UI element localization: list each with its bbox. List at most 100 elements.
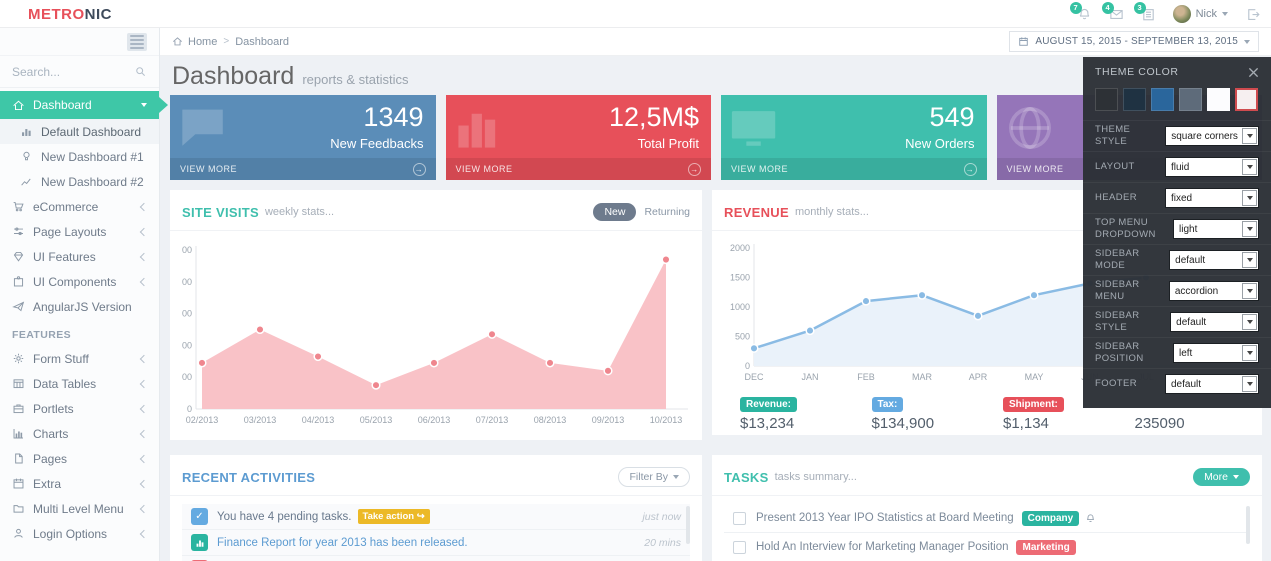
arrow-right-icon[interactable]: → <box>412 162 426 176</box>
sidebar-item-label: Default Dashboard <box>41 124 142 139</box>
messages-envelope-icon[interactable]: 4 <box>1101 1 1124 22</box>
logout-icon[interactable] <box>1245 7 1261 22</box>
date-range-picker[interactable]: AUGUST 15, 2015 - SEPTEMBER 13, 2015 <box>1009 31 1259 52</box>
tasks-list: Present 2013 Year IPO Statistics at Boar… <box>724 504 1250 561</box>
activity-text[interactable]: Finance Report for year 2013 has been re… <box>217 536 468 549</box>
color-swatch-white[interactable] <box>1207 88 1230 111</box>
view-more-link[interactable]: VIEW MORE <box>180 164 238 174</box>
home-icon <box>12 99 33 112</box>
bar-chart-icon <box>20 125 41 138</box>
sidebar-item-default-dashboard[interactable]: Default Dashboard <box>0 119 159 144</box>
returning-visitors-button[interactable]: Returning <box>644 206 690 218</box>
sidebar-item-label: UI Components <box>33 274 117 289</box>
tile-label: New Feedbacks <box>330 136 424 151</box>
list-item[interactable]: You have 5 pending membership that requi… <box>182 556 690 561</box>
arrow-right-icon[interactable]: → <box>688 162 701 176</box>
sidebar-item-label: New Dashboard #1 <box>41 149 144 164</box>
sidebar-mode-select[interactable]: default <box>1169 250 1259 270</box>
list-item[interactable]: ✓ You have 4 pending tasks. Take action … <box>182 504 690 530</box>
color-swatch-grey[interactable] <box>1179 88 1202 111</box>
svg-text:JAN: JAN <box>801 372 818 382</box>
sidebar-position-select[interactable]: left <box>1173 343 1259 363</box>
sidebar-item-pages[interactable]: Pages <box>0 446 159 471</box>
sidebar-item-login-options[interactable]: Login Options <box>0 521 159 546</box>
comment-icon <box>178 103 230 151</box>
footer-select[interactable]: default <box>1165 374 1259 394</box>
document-icon <box>12 452 33 465</box>
color-swatch-darkblue[interactable] <box>1123 88 1146 111</box>
sidebar-item-label: AngularJS Version <box>33 299 132 314</box>
todo-badge: 3 <box>1133 1 1146 14</box>
redo-arrow-icon: ↪ <box>416 511 425 522</box>
site-visits-header: SITE VISITS weekly stats... New Returnin… <box>182 198 690 226</box>
header-select[interactable]: fixed <box>1165 188 1259 208</box>
user-menu[interactable]: Nick <box>1172 5 1228 23</box>
sidebar-item-form-stuff[interactable]: Form Stuff <box>0 346 159 371</box>
todo-list-icon[interactable]: 3 <box>1133 1 1156 22</box>
sidebar-item-ui-features[interactable]: UI Features <box>0 244 159 269</box>
svg-text:06/2013: 06/2013 <box>418 415 451 425</box>
portlet-subtitle: tasks summary... <box>774 471 857 483</box>
sidebar-style-select[interactable]: default <box>1170 312 1259 332</box>
more-button[interactable]: More <box>1193 468 1250 486</box>
svg-text:MAR: MAR <box>912 372 933 382</box>
sidebar-item-portlets[interactable]: Portlets <box>0 396 159 421</box>
metronic-logo[interactable]: METRONIC <box>28 6 112 23</box>
chevron-left-icon <box>139 454 149 463</box>
list-scrollbar[interactable] <box>1246 506 1250 544</box>
search-input[interactable] <box>12 64 134 79</box>
notifications-bell-icon[interactable]: 7 <box>1069 1 1092 22</box>
sidebar-item-new-dashboard-2[interactable]: New Dashboard #2 <box>0 169 159 194</box>
layout-select[interactable]: fluid <box>1165 157 1259 177</box>
sidebar-item-data-tables[interactable]: Data Tables <box>0 371 159 396</box>
search-icon[interactable] <box>134 65 147 78</box>
sidebar-item-multi-level-menu[interactable]: Multi Level Menu <box>0 496 159 521</box>
color-swatch-blue[interactable] <box>1151 88 1174 111</box>
svg-text:4000: 4000 <box>182 277 192 287</box>
task-checkbox[interactable] <box>733 540 746 554</box>
top-header: METRONIC 7 4 3 Nick <box>0 0 1271 28</box>
theme-panel-header: THEME COLOR <box>1083 57 1271 87</box>
task-checkbox[interactable] <box>733 511 746 525</box>
sidebar-menu-select[interactable]: accordion <box>1168 281 1259 301</box>
page-title-text: Dashboard <box>172 62 295 90</box>
bell-icon[interactable] <box>1085 513 1096 524</box>
chevron-left-icon <box>139 529 149 538</box>
sidebar-item-dashboard[interactable]: Dashboard <box>0 91 168 119</box>
sliders-icon <box>12 225 33 238</box>
top-menu-dropdown-select[interactable]: light <box>1173 219 1259 239</box>
view-more-link[interactable]: VIEW MORE <box>455 164 513 174</box>
new-visitors-button[interactable]: New <box>593 203 637 221</box>
breadcrumb-home[interactable]: Home <box>188 35 218 48</box>
color-swatch-dark[interactable] <box>1095 88 1118 111</box>
sidebar-item-ui-components[interactable]: UI Components <box>0 269 159 294</box>
color-swatch-light[interactable] <box>1235 88 1258 111</box>
sidebar-item-label: eCommerce <box>33 199 99 214</box>
sidebar-item-angularjs-version[interactable]: AngularJS Version <box>0 294 159 319</box>
stat-tiles: 1349 New Feedbacks VIEW MORE → 12,5M$ To… <box>170 95 1262 180</box>
sidebar-item-extra[interactable]: Extra <box>0 471 159 496</box>
list-scrollbar[interactable] <box>686 506 690 544</box>
theme-style-select[interactable]: square corners <box>1165 126 1259 146</box>
view-more-link[interactable]: VIEW MORE <box>731 164 789 174</box>
take-action-badge[interactable]: Take action ↪ <box>357 509 430 524</box>
sidebar: Dashboard Default Dashboard New Dashboar… <box>0 28 168 561</box>
sidebar-toggler-icon[interactable] <box>127 33 147 51</box>
chart-axis-icon <box>12 427 33 440</box>
svg-text:500: 500 <box>735 332 750 342</box>
theme-option-row: TOP MENU DROPDOWN light <box>1083 213 1271 244</box>
close-icon[interactable] <box>1248 67 1259 78</box>
calendar-icon <box>1018 36 1029 47</box>
revenue-stat: Revenue: $13,234 <box>724 394 856 432</box>
sidebar-item-label: Login Options <box>33 526 108 541</box>
filter-by-button[interactable]: Filter By <box>618 467 690 487</box>
puzzle-icon <box>12 275 33 288</box>
view-more-link[interactable]: VIEW MORE <box>1006 164 1064 174</box>
sidebar-item-page-layouts[interactable]: Page Layouts <box>0 219 159 244</box>
sidebar-item-new-dashboard-1[interactable]: New Dashboard #1 <box>0 144 159 169</box>
sidebar-item-charts[interactable]: Charts <box>0 421 159 446</box>
theme-option-row: THEME STYLE square corners <box>1083 120 1271 151</box>
sidebar-item-ecommerce[interactable]: eCommerce <box>0 194 159 219</box>
arrow-right-icon[interactable]: → <box>963 162 977 176</box>
list-item[interactable]: Finance Report for year 2013 has been re… <box>182 530 690 556</box>
